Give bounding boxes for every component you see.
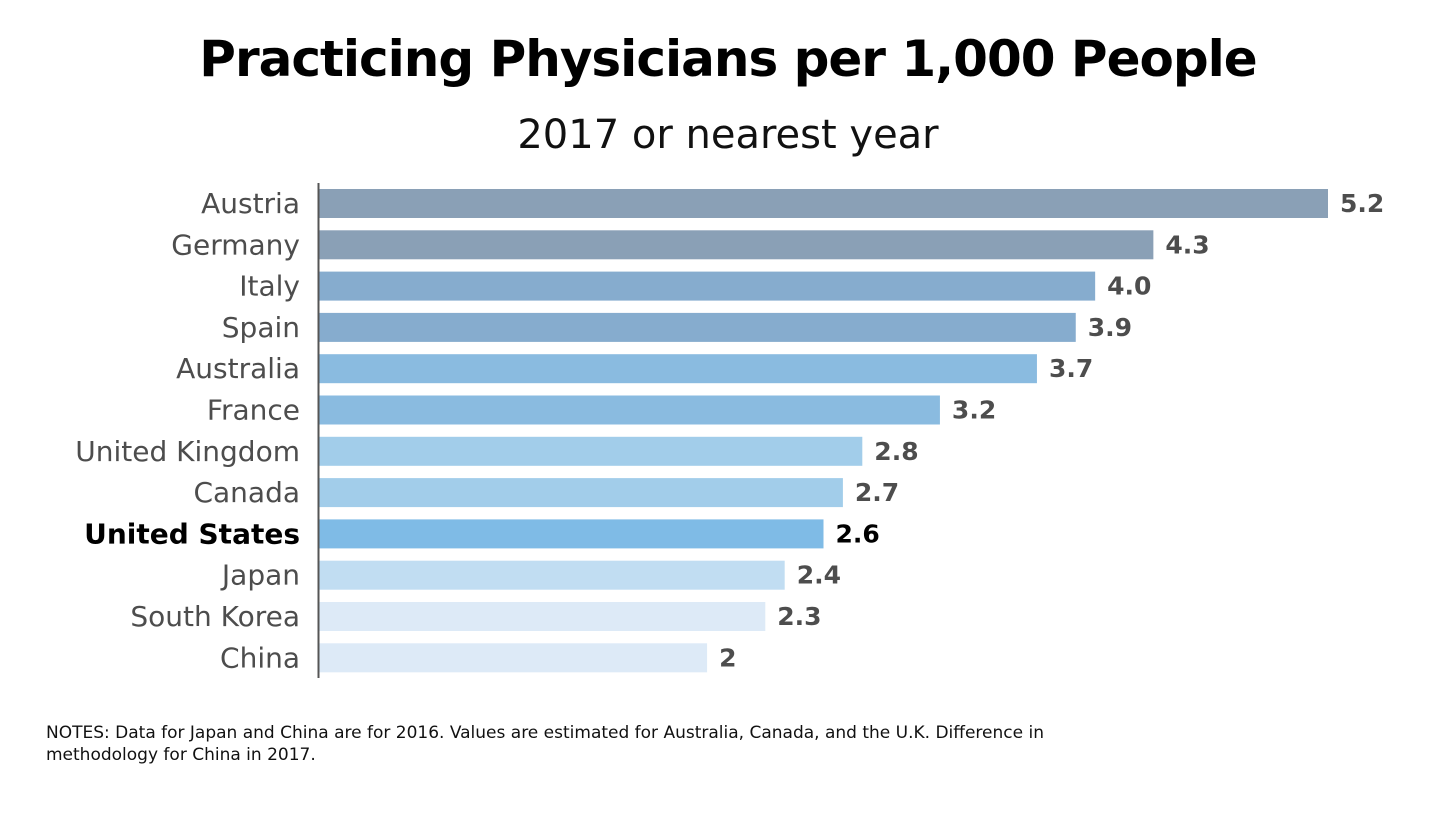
value-label: 3.2 <box>952 396 996 425</box>
bar-austria <box>319 189 1328 218</box>
value-label: 4.3 <box>1165 230 1209 259</box>
chart-notes: NOTES: Data for Japan and China are for … <box>46 723 1044 765</box>
chart-subtitle: 2017 or nearest year <box>517 112 939 158</box>
value-label: 2.7 <box>855 478 899 507</box>
bar-japan <box>319 560 785 590</box>
value-label: 3.9 <box>1088 313 1132 342</box>
bar-china <box>319 643 708 673</box>
value-label: 4.0 <box>1107 272 1151 301</box>
category-label: Austria <box>201 187 300 220</box>
category-label: United States <box>84 517 300 550</box>
bar-united-states <box>319 519 824 549</box>
value-label: 2.8 <box>874 437 918 466</box>
value-label: 2.6 <box>836 519 880 548</box>
category-label: Canada <box>193 476 300 509</box>
category-label: Germany <box>171 228 300 261</box>
bar-canada <box>319 478 843 508</box>
value-label: 2 <box>719 643 736 672</box>
bar-france <box>319 395 940 425</box>
value-label: 2.4 <box>797 561 841 590</box>
bar-australia <box>319 354 1037 384</box>
bar-italy <box>319 271 1096 301</box>
bar-spain <box>319 312 1076 342</box>
bar-united-kingdom <box>319 436 863 466</box>
category-label: Spain <box>222 311 300 344</box>
bar-germany <box>319 230 1154 260</box>
category-label: Japan <box>220 559 300 592</box>
chart-title: Practicing Physicians per 1,000 People <box>199 30 1257 88</box>
value-label: 2.3 <box>777 602 821 631</box>
category-label: United Kingdom <box>75 435 300 468</box>
value-label: 5.2 <box>1340 189 1384 218</box>
category-label: Australia <box>176 352 300 385</box>
category-label: Italy <box>239 270 300 303</box>
category-label: China <box>220 641 300 674</box>
category-label: South Korea <box>130 600 300 633</box>
value-label: 3.7 <box>1049 354 1093 383</box>
bar-chart: Austria 5.2 Germany 4.3 Italy 4.0 Spain 3.9 Aust… <box>75 183 1384 678</box>
category-label: France <box>207 394 300 427</box>
bar-south-korea <box>319 602 766 631</box>
